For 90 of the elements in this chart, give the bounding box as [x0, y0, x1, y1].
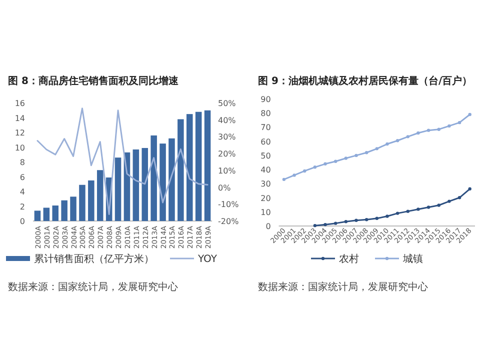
point — [324, 162, 327, 166]
point — [354, 218, 358, 222]
y2-tick-label: 30% — [218, 132, 236, 142]
y-tick-label: 12 — [14, 128, 25, 138]
y-tick-label: 16 — [14, 99, 25, 108]
point — [416, 131, 420, 135]
point — [344, 220, 348, 224]
y-tick-label: 10 — [14, 143, 25, 152]
y-tick-label: 0 — [20, 217, 25, 226]
bar — [186, 114, 193, 221]
point — [406, 135, 410, 138]
y-tick-label: 0 — [266, 222, 271, 231]
y-tick-label: 30 — [260, 180, 271, 189]
y-tick-label: 10 — [260, 208, 271, 217]
point — [334, 222, 338, 225]
bar — [160, 144, 166, 221]
legend-label: 城镇 — [402, 253, 423, 265]
point — [313, 224, 317, 228]
bar — [88, 180, 94, 221]
point — [396, 139, 400, 142]
y2-tick-label: 10% — [218, 166, 236, 176]
bar — [178, 119, 184, 221]
point — [386, 142, 389, 146]
bar — [52, 206, 59, 221]
point — [313, 166, 317, 169]
y-tick-label: 60 — [260, 137, 271, 146]
point — [458, 120, 462, 124]
point — [437, 128, 440, 131]
point — [282, 178, 286, 182]
point — [324, 222, 327, 226]
y-tick-label: 80 — [260, 109, 271, 118]
bar — [70, 196, 76, 221]
bar — [43, 208, 50, 221]
y-tick-label: 14 — [14, 114, 25, 123]
y-tick-label: 2 — [20, 202, 25, 212]
line-series — [36, 108, 208, 216]
point — [354, 154, 358, 158]
legend-label: 农村 — [339, 253, 359, 265]
point — [426, 128, 430, 132]
legend-label: 累计销售面积（亿平方米） — [34, 253, 154, 265]
y-tick-label: 8 — [20, 158, 25, 167]
y-tick-label: 70 — [260, 123, 271, 132]
chart-title: 图 9：油烟机城镇及农村居民保有量（台/百户） — [258, 75, 472, 87]
y-tick-label: 4 — [20, 188, 25, 196]
bar — [132, 149, 140, 221]
chart-title: 图 8：商品房住宅销售面积及同比增速 — [8, 75, 180, 87]
y2-tick-label: 0% — [218, 183, 232, 192]
point — [468, 187, 472, 190]
bar — [150, 135, 157, 221]
y-tick-label: 90 — [260, 95, 271, 104]
y-tick-label: 40 — [260, 166, 271, 175]
point — [386, 214, 389, 218]
bar — [204, 110, 211, 221]
point — [416, 208, 420, 211]
bar — [34, 210, 41, 221]
source-note: 数据来源：国家统计局，发展研究中心 — [258, 281, 428, 293]
point — [448, 124, 451, 128]
y-tick-label: 6 — [20, 172, 25, 182]
y2-tick-label: -20% — [218, 217, 240, 226]
point — [406, 210, 410, 213]
point — [426, 206, 430, 209]
bar — [168, 138, 175, 221]
point — [396, 212, 400, 215]
bar — [195, 112, 202, 221]
point — [437, 204, 440, 207]
point — [375, 216, 378, 220]
bar — [61, 200, 68, 221]
y2-tick-label: -10% — [218, 200, 240, 210]
point — [364, 218, 368, 222]
point — [292, 174, 296, 177]
y2-tick-label: 50% — [218, 99, 236, 108]
point — [458, 196, 462, 200]
y-tick-label: 50 — [260, 151, 271, 160]
point — [303, 169, 306, 173]
legend-label: YOY — [197, 254, 218, 265]
point — [334, 160, 338, 163]
point — [364, 151, 368, 154]
bar — [142, 148, 148, 221]
point — [468, 112, 472, 116]
y-tick-label: 20 — [260, 194, 271, 203]
point — [344, 156, 348, 160]
y2-tick-label: 40% — [218, 116, 236, 125]
y2-tick-label: 20% — [218, 150, 236, 159]
point — [448, 200, 451, 203]
point — [375, 147, 378, 150]
bar — [114, 158, 122, 221]
source-note: 数据来源：国家统计局，发展研究中心 — [8, 281, 178, 293]
bar — [79, 184, 86, 221]
bar — [96, 170, 104, 221]
line-series — [282, 112, 472, 182]
